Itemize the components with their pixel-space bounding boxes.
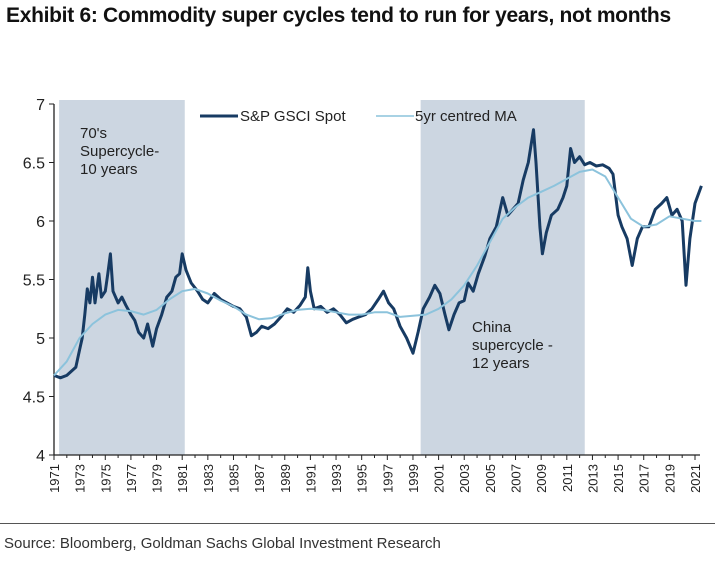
shaded-period-1 (59, 100, 185, 455)
y-tick-label: 5 (36, 331, 45, 348)
x-tick-label: 2021 (688, 464, 703, 493)
x-tick-label: 1981 (175, 464, 190, 493)
y-tick-label: 4.5 (23, 390, 45, 407)
y-tick-label: 7 (36, 97, 45, 114)
x-tick-label: 1991 (303, 464, 318, 493)
x-tick-label: 1995 (355, 464, 370, 493)
shaded-period-2 (420, 100, 585, 455)
x-tick-label: 1997 (380, 464, 395, 493)
x-tick-label: 2009 (534, 464, 549, 493)
chart-title: Exhibit 6: Commodity super cycles tend t… (6, 4, 671, 27)
period-label-1: 70's (80, 125, 107, 142)
x-tick-label: 1979 (150, 464, 165, 493)
x-tick-label: 1983 (201, 464, 216, 493)
x-tick-label: 1985 (226, 464, 241, 493)
x-tick-label: 2019 (662, 464, 677, 493)
source-note: Source: Bloomberg, Goldman Sachs Global … (4, 535, 441, 552)
y-tick-label: 4 (36, 448, 45, 465)
x-tick-label: 2015 (611, 464, 626, 493)
legend-label-spot: S&P GSCI Spot (240, 108, 346, 125)
x-tick-label: 1989 (278, 464, 293, 493)
y-tick-label: 5.5 (23, 273, 45, 290)
period-label-2: 12 years (472, 355, 530, 372)
y-tick-label: 6.5 (23, 156, 45, 173)
x-tick-label: 2011 (560, 464, 575, 492)
x-tick-label: 2007 (509, 464, 524, 493)
x-tick-label: 1971 (47, 464, 62, 493)
x-tick-label: 1987 (252, 464, 267, 493)
y-tick-label: 6 (36, 214, 45, 231)
period-label-2: supercycle - (472, 337, 553, 354)
x-tick-label: 1975 (98, 464, 113, 493)
x-tick-label: 2003 (457, 464, 472, 493)
period-label-1: 10 years (80, 161, 138, 178)
x-tick-label: 1993 (329, 464, 344, 493)
x-tick-label: 1973 (73, 464, 88, 493)
period-label-1: Supercycle- (80, 143, 159, 160)
x-tick-label: 2017 (637, 464, 652, 493)
x-tick-label: 2005 (483, 464, 498, 493)
series-line-5yr-ma (53, 168, 702, 377)
x-tick-label: 2001 (432, 464, 447, 493)
x-tick-label: 1999 (406, 464, 421, 493)
period-label-2: China (472, 319, 512, 336)
legend-label-ma: 5yr centred MA (415, 108, 517, 125)
divider (0, 523, 715, 524)
x-tick-label: 1977 (124, 464, 139, 493)
x-tick-label: 2013 (585, 464, 600, 493)
